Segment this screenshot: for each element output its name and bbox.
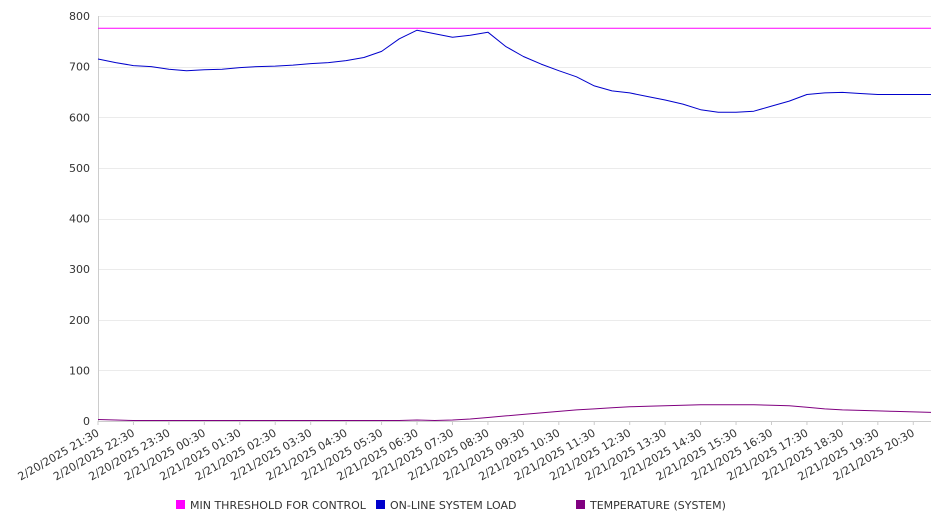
axes [97, 16, 914, 425]
legend-label: TEMPERATURE (SYSTEM) [589, 499, 726, 512]
legend-swatch [576, 500, 585, 509]
x-tick-labels: 2/20/2025 21:302/20/2025 22:302/20/2025 … [16, 426, 917, 483]
legend-swatch [376, 500, 385, 509]
series-lines [97, 27, 932, 421]
y-tick-labels: 0 100 200 300 400 500 600 700 800 [69, 10, 90, 428]
series-line-system-load [97, 29, 931, 113]
legend-label: ON-LINE SYSTEM LOAD [390, 499, 516, 512]
y-tick-label: 600 [69, 111, 90, 124]
y-tick-label: 0 [83, 415, 90, 428]
legend: MIN THRESHOLD FOR CONTROL ON-LINE SYSTEM … [176, 499, 726, 512]
y-tick-label: 700 [69, 61, 90, 74]
y-tick-label: 800 [69, 10, 90, 23]
y-tick-label: 500 [69, 162, 90, 175]
y-tick-label: 100 [69, 364, 90, 377]
series-line-temperature [97, 404, 932, 421]
y-tick-label: 300 [69, 263, 90, 276]
grid-lines [98, 16, 931, 422]
legend-label: MIN THRESHOLD FOR CONTROL [190, 499, 367, 512]
y-tick-label: 400 [69, 213, 90, 226]
legend-swatch [176, 500, 185, 509]
y-tick-label: 200 [69, 314, 90, 327]
